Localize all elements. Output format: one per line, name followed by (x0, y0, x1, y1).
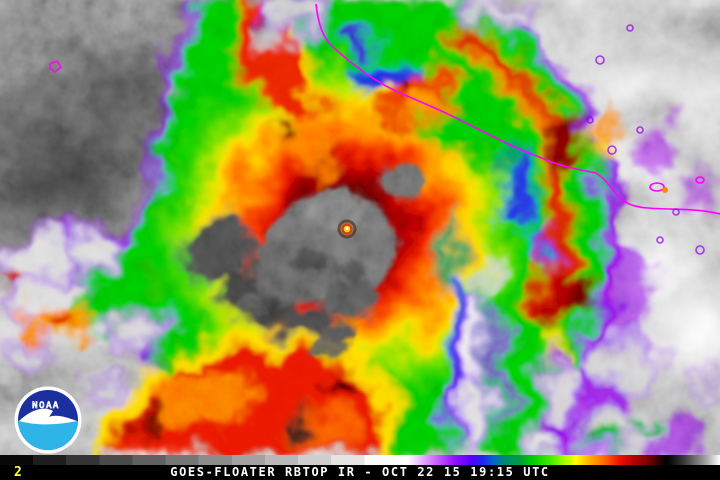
seagull-icon (19, 408, 77, 425)
satellite-image: NOAA (0, 0, 720, 455)
caption-text: GOES-FLOATER RBTOP IR - OCT 22 15 19:15 … (170, 465, 550, 479)
temperature-colorbar (0, 455, 720, 465)
noaa-logo-cyan-sea (18, 421, 78, 450)
hurricane-eye (337, 219, 357, 239)
texture-grain (0, 0, 720, 455)
purple-speckles (586, 24, 705, 255)
coastline-path (315, 3, 720, 215)
noaa-logo-text: NOAA (32, 401, 60, 411)
hot-spot-dot (662, 187, 668, 193)
island-outline-2 (649, 182, 665, 192)
island-outline-3 (695, 176, 705, 184)
caption-bar: 2 GOES-FLOATER RBTOP IR - OCT 22 15 19:1… (0, 465, 720, 480)
satellite-svg: NOAA (0, 0, 720, 455)
island-outline (49, 60, 63, 74)
noaa-logo: NOAA (14, 386, 82, 454)
frame-number: 2 (14, 465, 22, 480)
coastline-overlay (49, 3, 720, 255)
